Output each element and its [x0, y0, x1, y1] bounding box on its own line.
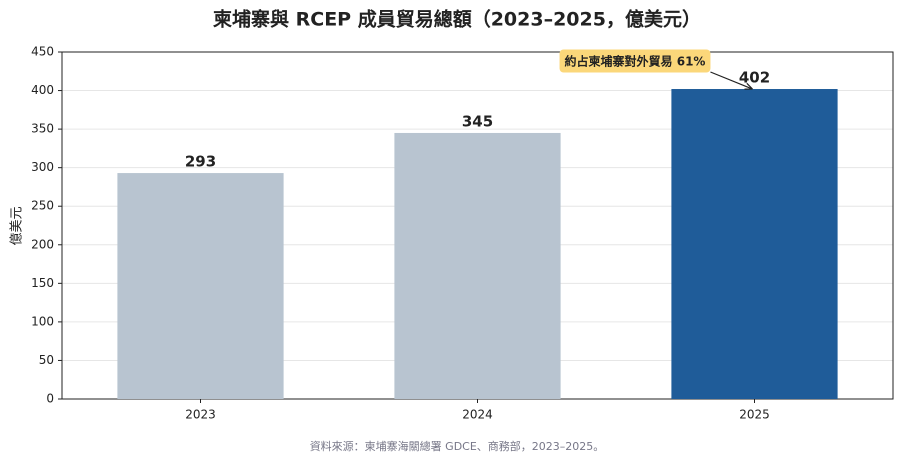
chart-title: 柬埔寨與 RCEP 成員貿易總額（2023–2025，億美元）	[213, 8, 701, 31]
data-label: 345	[462, 112, 493, 130]
y-axis-label: 億美元	[9, 206, 25, 245]
source-note: 資料來源：柬埔寨海關總署 GDCE、商務部，2023–2025。	[310, 439, 605, 453]
y-tick-label: 100	[31, 314, 54, 328]
x-tick-label: 2023	[185, 408, 216, 422]
annotation-arrow	[710, 71, 753, 90]
bar	[671, 89, 838, 399]
y-tick-label: 300	[31, 160, 54, 174]
y-tick-label: 450	[31, 45, 54, 59]
x-tick-label: 2024	[462, 408, 493, 422]
data-label: 293	[185, 153, 216, 171]
y-tick-label: 150	[31, 276, 54, 290]
arrow-head	[744, 82, 753, 90]
y-tick-label: 0	[46, 392, 54, 406]
annotation-box	[559, 49, 711, 73]
bar	[394, 132, 561, 399]
bar	[117, 173, 284, 399]
y-tick-label: 400	[31, 83, 54, 97]
y-tick-label: 250	[31, 199, 54, 213]
annotation: 約占柬埔寨對外貿易 61%	[565, 54, 706, 69]
x-tick-label: 2025	[739, 408, 770, 422]
y-tick-label: 50	[39, 353, 54, 367]
data-label: 402	[739, 69, 770, 87]
y-tick-label: 200	[31, 237, 54, 251]
y-tick-label: 350	[31, 122, 54, 136]
